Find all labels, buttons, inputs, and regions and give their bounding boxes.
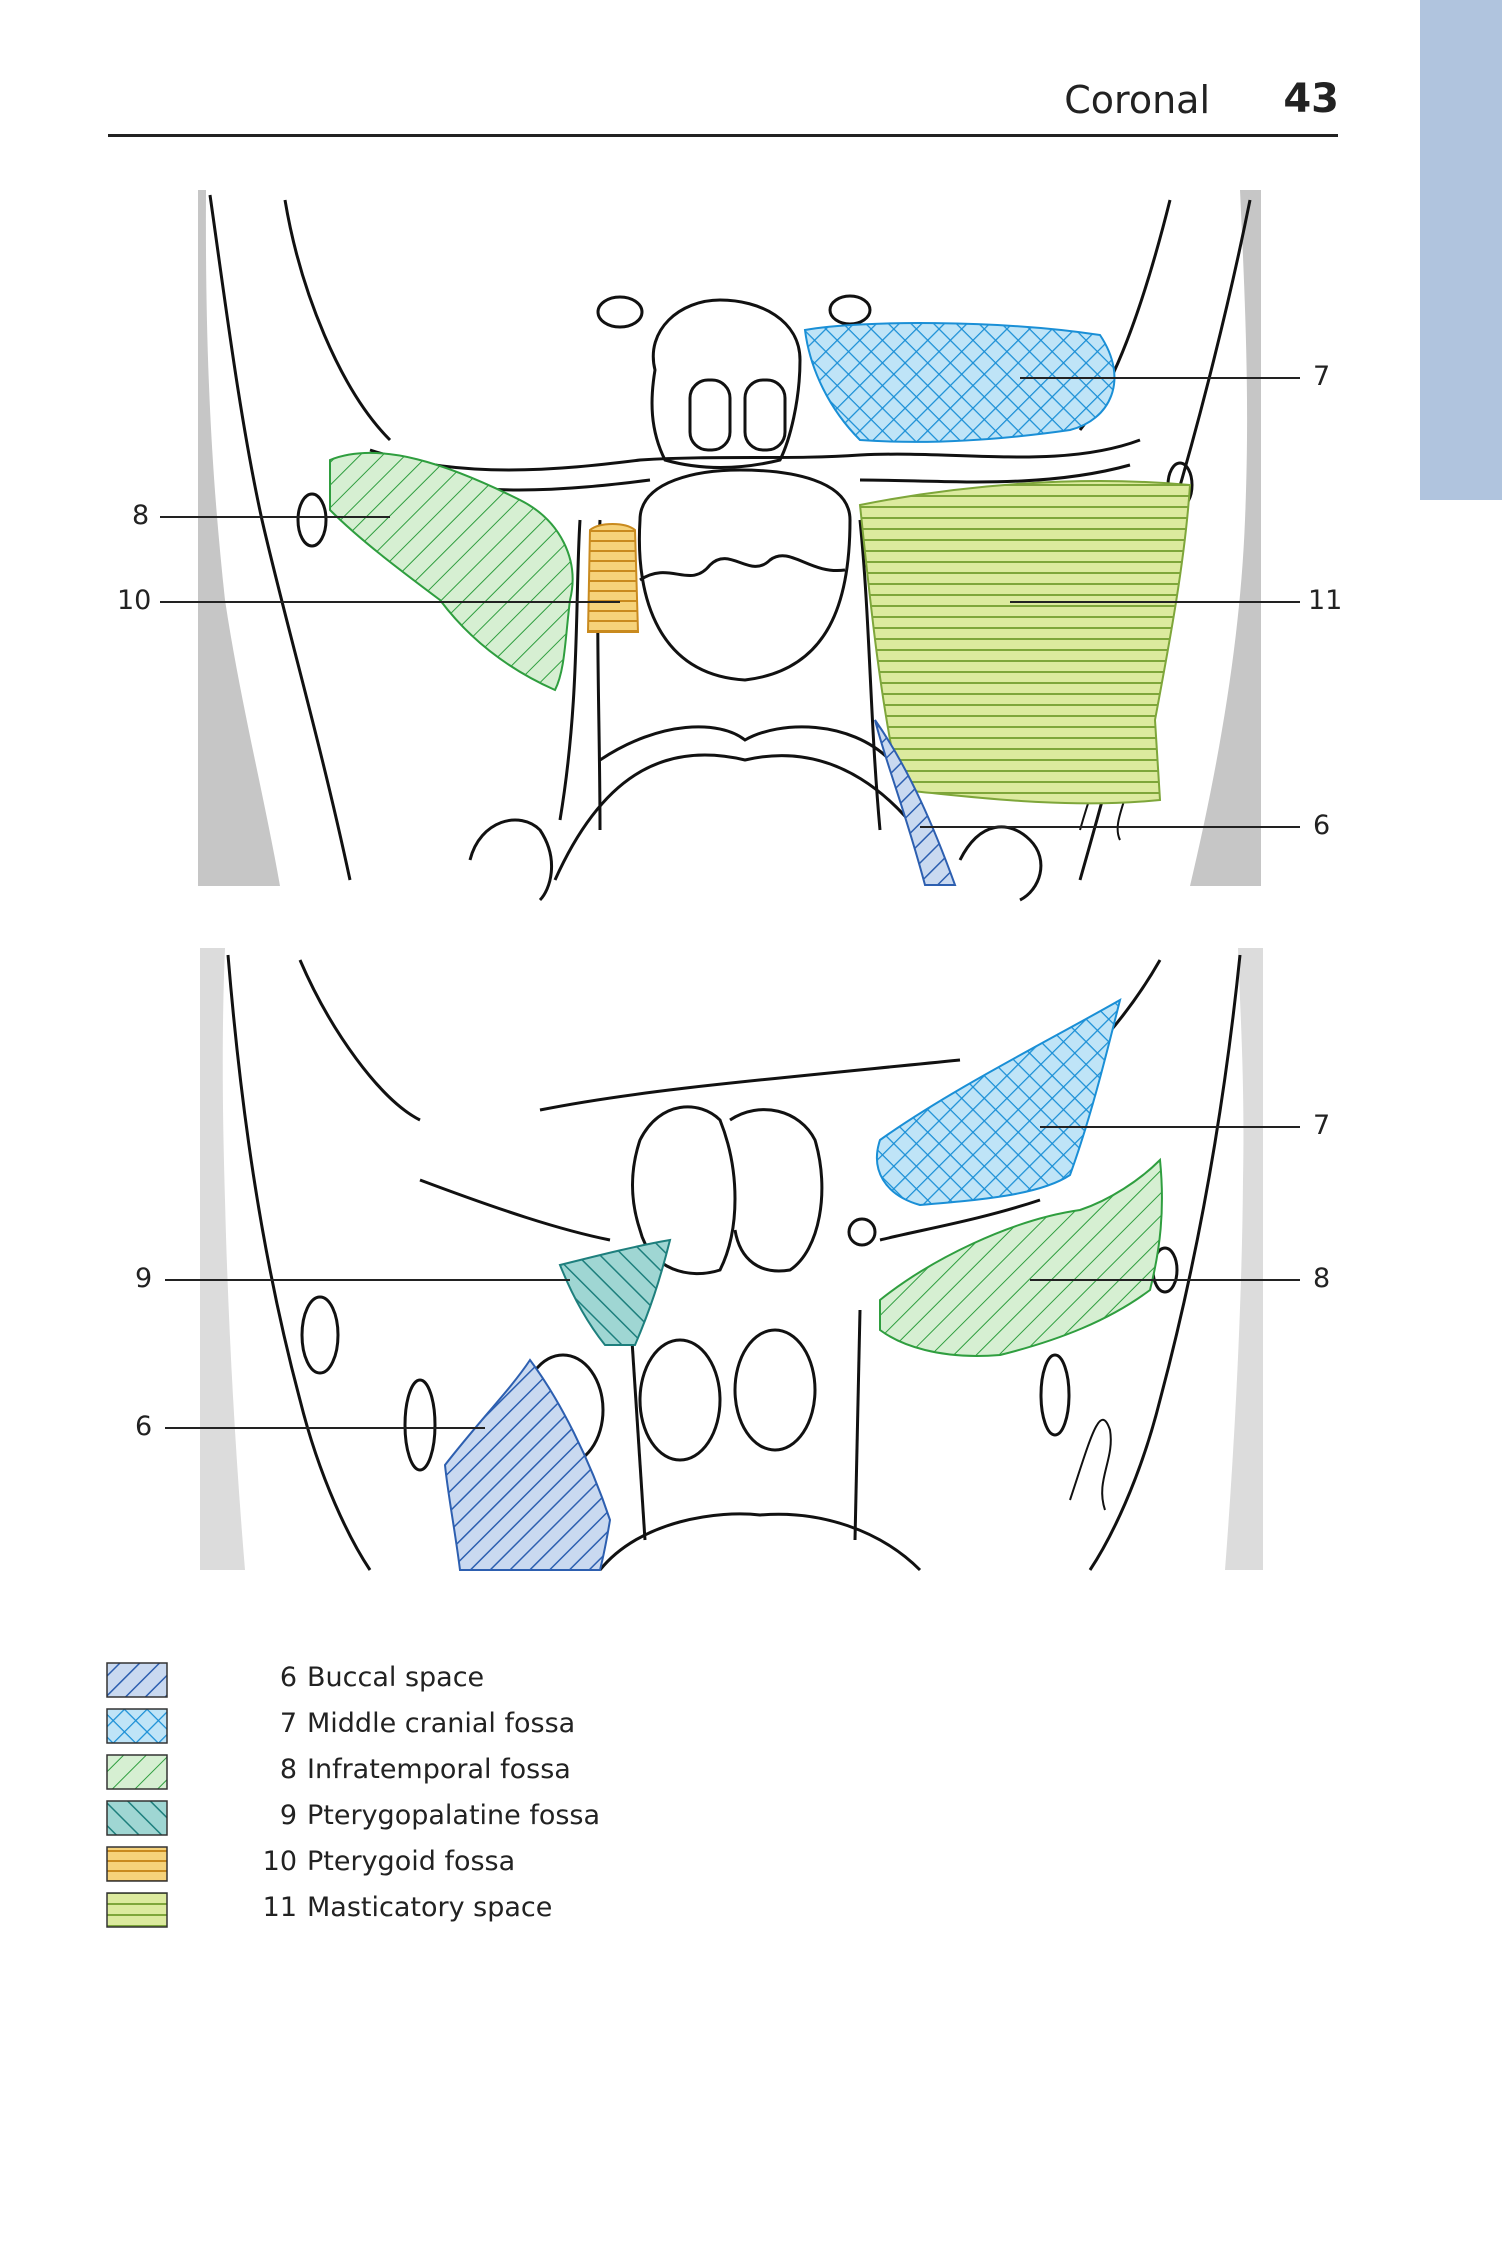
bottom-label-9: 9 — [135, 1263, 153, 1294]
top-pterygoid-region — [586, 523, 640, 633]
bottom-middle-cranial-region — [875, 997, 1122, 1207]
bottom-label-7: 7 — [1313, 1110, 1331, 1141]
legend-label: Buccal space — [307, 1662, 485, 1693]
legend-number: 10 — [262, 1846, 297, 1877]
header-rule — [108, 134, 1338, 137]
legend-swatch-pterygopalatine — [106, 1800, 168, 1836]
gray-bg-right — [1190, 190, 1261, 886]
legend-label: Middle cranial fossa — [307, 1708, 576, 1739]
legend-number: 7 — [279, 1708, 297, 1739]
legend-label: Pterygopalatine fossa — [307, 1800, 601, 1831]
legend-label: Pterygoid fossa — [307, 1846, 516, 1877]
legend-swatch-masticatory — [106, 1892, 168, 1928]
gray-bg-right-2 — [1225, 948, 1263, 1570]
top-label-8: 8 — [132, 500, 150, 531]
legend-swatch-buccal — [106, 1662, 168, 1698]
top-buccal-region — [874, 719, 957, 886]
legend-swatch-pterygoid — [106, 1846, 168, 1882]
top-label-11: 11 — [1308, 585, 1343, 616]
legend-number: 6 — [279, 1662, 297, 1693]
gray-bg-left — [198, 190, 280, 886]
top-masticatory-region — [858, 480, 1192, 805]
gray-bg-left-2 — [200, 948, 245, 1570]
top-label-7: 7 — [1313, 361, 1331, 392]
bottom-label-6: 6 — [135, 1411, 153, 1442]
legend-swatches — [106, 1662, 168, 1928]
legend-number: 11 — [262, 1892, 297, 1923]
top-label-10: 10 — [117, 585, 152, 616]
top-label-6: 6 — [1313, 810, 1331, 841]
page-number: 43 — [1283, 76, 1339, 122]
legend-number: 8 — [279, 1754, 297, 1785]
top-middle-cranial-region — [803, 322, 1116, 443]
chapter-tab — [1420, 0, 1502, 500]
legend-swatch-infratemporal — [106, 1754, 168, 1790]
legend-label: Masticatory space — [307, 1892, 553, 1923]
bottom-buccal-region — [443, 1358, 612, 1571]
bottom-pterygopalatine-region — [558, 1238, 672, 1346]
legend-swatch-middle-cranial — [106, 1708, 168, 1744]
legend-number: 9 — [279, 1800, 297, 1831]
bottom-label-8: 8 — [1313, 1263, 1331, 1294]
legend-label: Infratemporal fossa — [307, 1754, 571, 1785]
top-infratemporal-region — [329, 451, 574, 692]
page-title: Coronal — [1064, 78, 1210, 122]
bottom-infratemporal-region — [879, 1157, 1163, 1357]
